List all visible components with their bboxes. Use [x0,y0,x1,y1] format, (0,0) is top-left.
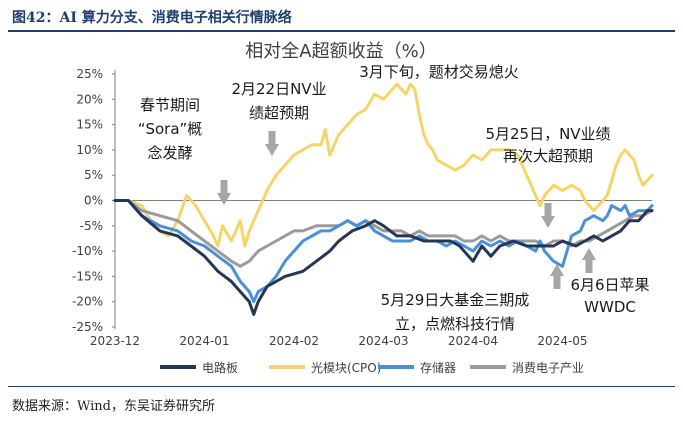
arrow-down-nv-may-icon [541,203,555,228]
series-line-光模块(CPO) [113,82,654,248]
y-tick-label: 10% [76,143,103,157]
x-tick-label: 2024-02 [269,334,319,348]
annotation-sora: “Sora”概 [138,120,203,138]
figure-title: 图42：AI 算力分支、消费电子相关行情脉络 [12,10,292,26]
y-tick-label: -10% [72,244,103,258]
y-tick-label: 25% [76,67,103,81]
excess-return-chart: 相对全A超额收益（%） 25% 20% 15% 10% 5% 0% -5% -10% -15% -… [72,41,654,375]
annotation-nv-may: 5月25日，NV业绩 [485,125,610,143]
series-lines [113,82,654,316]
legend: 电路板 光模块(CPO) 存储器 消费电子产业 [160,360,584,375]
annotation-march: 3月下旬，题材交易熄火 [359,63,519,81]
arrow-up-apple-icon [582,248,596,273]
annotation-sora: 春节期间 [140,96,200,114]
y-tick-label: -25% [72,320,103,334]
annotation-fund: 立，点燃科技行情 [395,315,515,333]
y-tick-label: 0% [84,194,103,208]
figure-title-bar: 图42：AI 算力分支、消费电子相关行情脉络 [8,2,675,32]
x-tick-label: 2023-12 [90,334,140,348]
legend-label: 存储器 [420,360,456,375]
annotation-nv-may: 再次大超预期 [503,147,593,165]
x-tick-label: 2024-04 [448,334,498,348]
series-line-消费电子产业 [113,199,654,268]
x-tick-label: 2024-03 [358,334,408,348]
axes: 25% 20% 15% 10% 5% 0% -5% -10% -15% -20% -25%2023-… [72,67,652,348]
annotation-nv-feb: 绩超预期 [249,104,309,122]
y-tick-label: 5% [84,168,103,182]
y-tick-label: -5% [80,219,103,233]
event-arrows [217,131,596,289]
annotation-sora: 念发酵 [147,144,192,162]
series-line-电路板 [113,199,654,316]
source-divider [8,386,675,387]
y-tick-label: 15% [76,118,103,132]
legend-label: 光模块(CPO) [311,361,381,375]
annotation-fund: 5月29日大基金三期成 [381,291,530,309]
y-tick-label: 20% [76,92,103,106]
annotation-nv-feb: 2月22日NV业 [231,80,326,98]
legend-label: 电路板 [202,360,238,375]
data-source: 数据来源：Wind，东吴证券研究所 [12,399,215,414]
y-tick-label: -15% [72,269,103,283]
series-line-存储器 [113,199,654,304]
y-tick-label: -20% [72,295,103,309]
annotation-apple: WWDC [584,298,636,316]
x-tick-label: 2024-05 [537,334,587,348]
arrow-down-nv-feb-icon [265,131,279,156]
legend-label: 消费电子产业 [512,361,584,375]
arrow-down-sora-icon [217,180,231,205]
chart-title: 相对全A超额收益（%） [245,41,436,62]
annotation-apple: 6月6日苹果 [570,276,649,294]
x-tick-label: 2024-01 [179,334,229,348]
arrow-up-fund-icon [550,264,564,289]
